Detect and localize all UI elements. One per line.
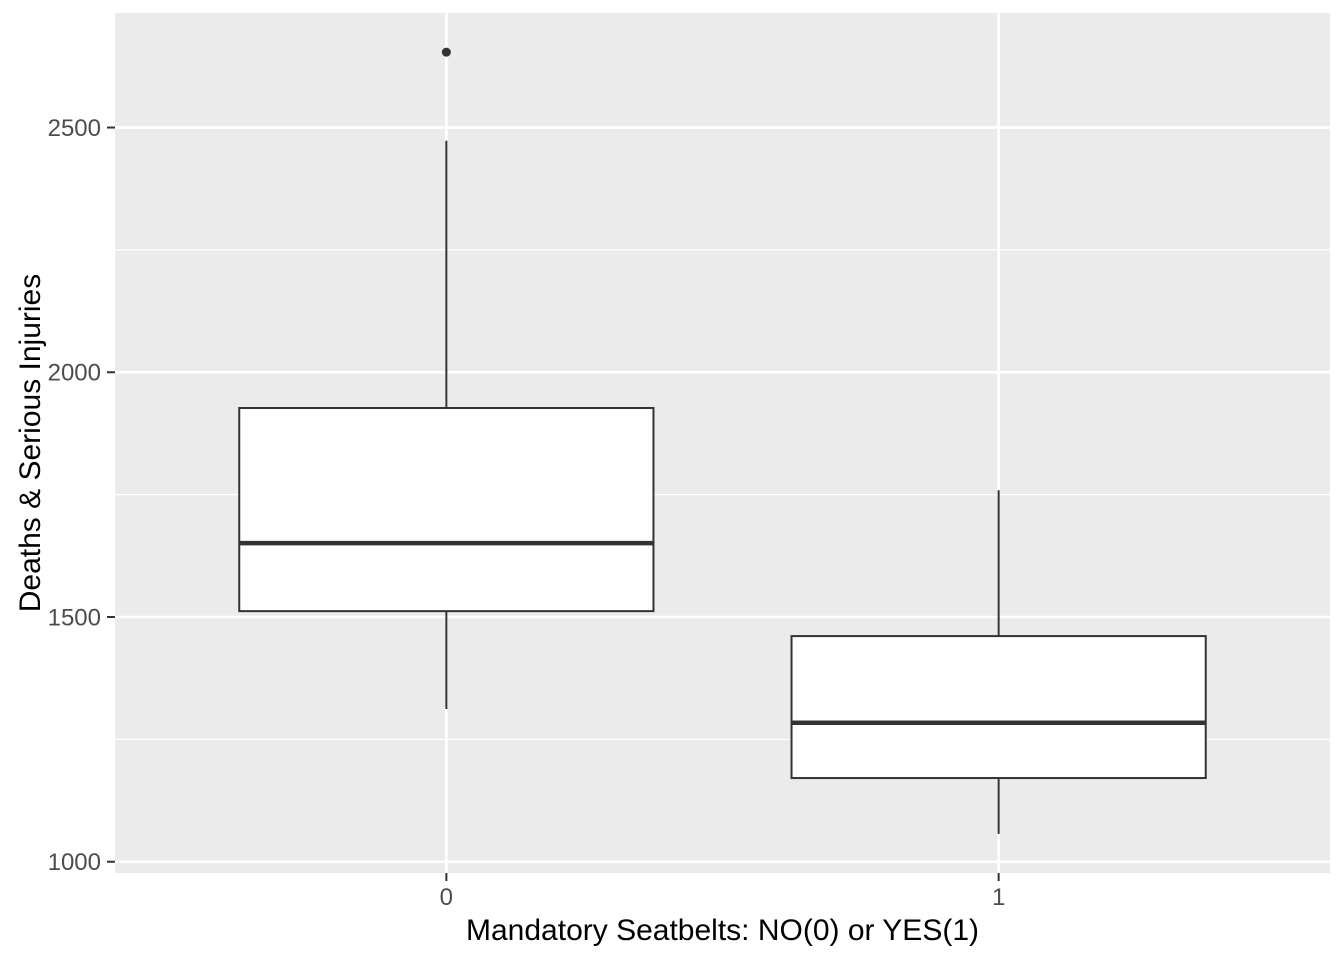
y-tick-label: 2500 [48,115,101,142]
x-axis-title: Mandatory Seatbelts: NO(0) or YES(1) [466,914,979,947]
x-tick-label: 1 [992,884,1005,911]
x-tick-label: 0 [440,884,453,911]
outlier-point [441,47,451,57]
y-tick-label: 1000 [48,849,101,876]
boxplot-box [238,407,655,613]
y-axis-title: Deaths & Serious Injuries [14,273,47,613]
y-tick-label: 2000 [48,360,101,387]
y-tick-label: 1500 [48,604,101,631]
boxplot-box [790,635,1207,780]
